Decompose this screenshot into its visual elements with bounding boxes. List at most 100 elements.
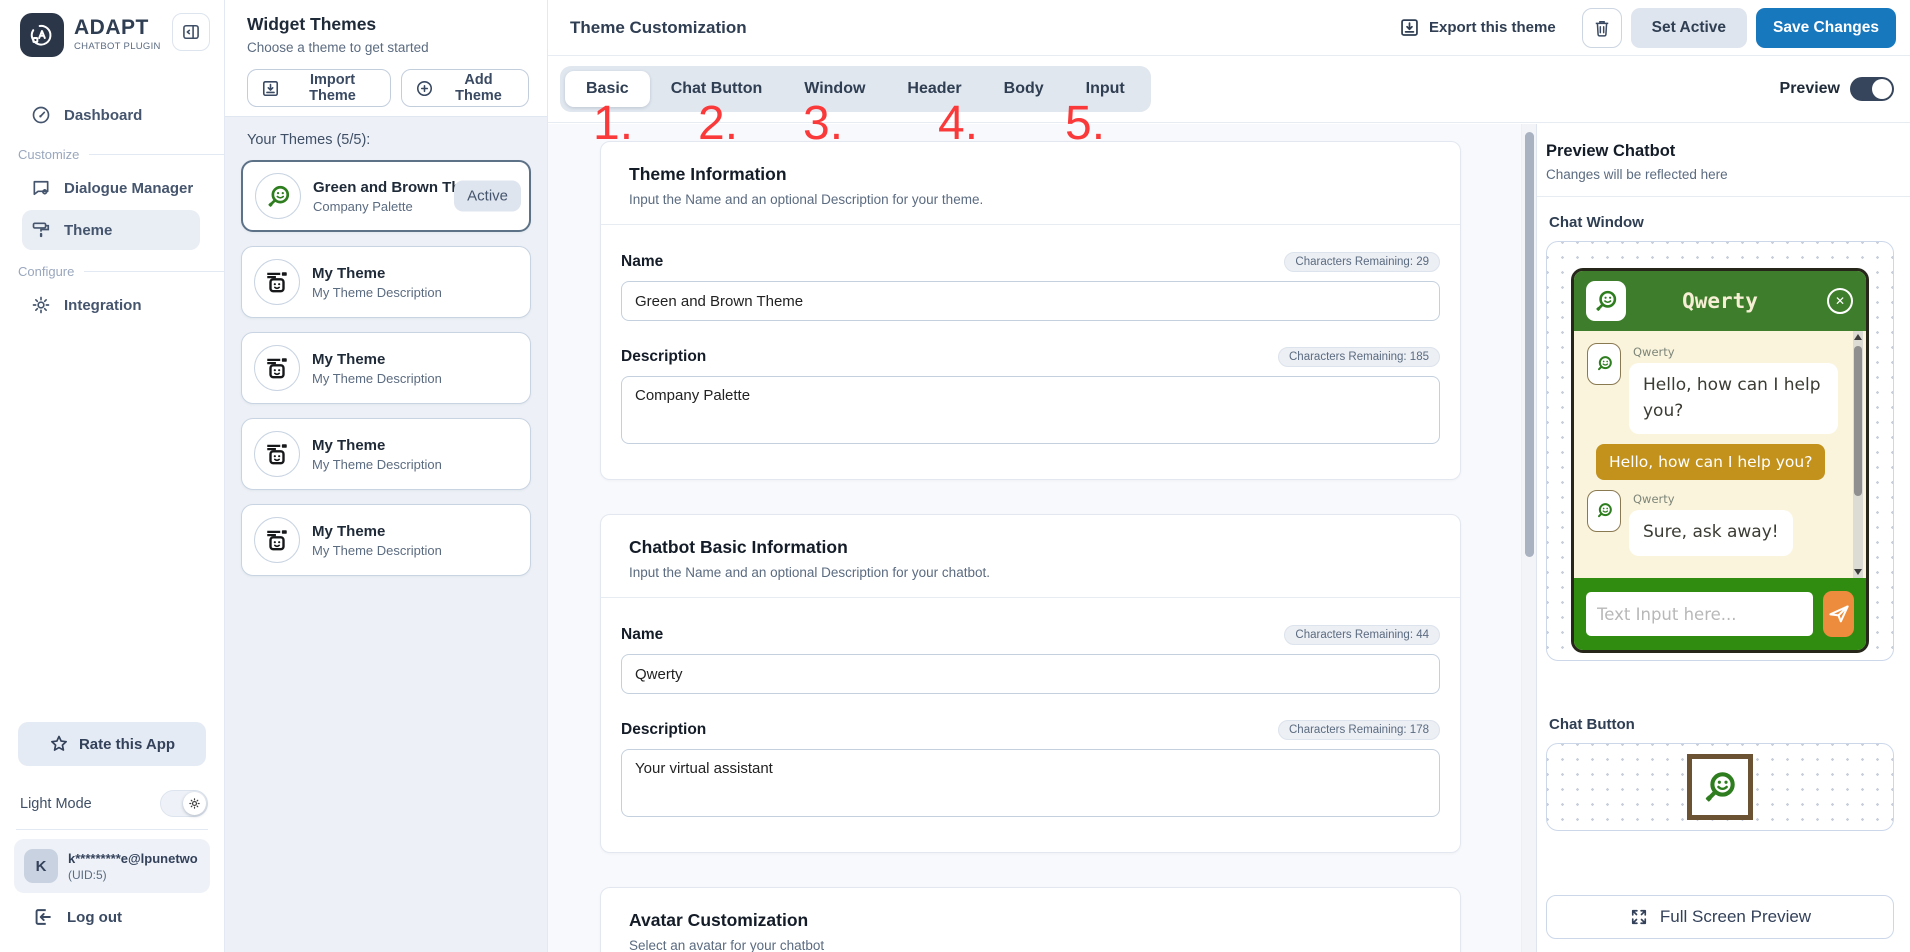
message-block: Qwerty Hello, how can I help you?: [1629, 343, 1838, 434]
theme-name: My Theme: [312, 264, 386, 282]
card-title: Theme Information: [629, 164, 787, 184]
chat-scrollbar[interactable]: [1853, 331, 1863, 578]
theme-name: My Theme: [312, 436, 386, 454]
section-divider: [89, 154, 224, 155]
light-mode-toggle[interactable]: [160, 790, 208, 817]
chatbot-description-field: Description Characters Remaining: 178 Yo…: [621, 720, 1440, 822]
tab-input[interactable]: Input: [1085, 80, 1125, 97]
bot-name: Qwerty: [1633, 492, 1675, 506]
sidebar-divider: [16, 829, 208, 830]
theme-card-text: Green and Brown Theme Company Palette: [313, 179, 491, 214]
theme-description: Company Palette: [313, 198, 413, 214]
bot-name: Qwerty: [1633, 345, 1675, 359]
theme-card[interactable]: My Theme My Theme Description: [241, 504, 531, 576]
add-theme-button[interactable]: Add Theme: [400, 69, 529, 107]
preview-toggle[interactable]: [1850, 77, 1894, 101]
theme-description: My Theme Description: [312, 456, 442, 472]
scroll-up-icon[interactable]: [1854, 334, 1862, 340]
chatbot-name-input[interactable]: [621, 654, 1440, 694]
main-scrollbar[interactable]: [1521, 124, 1536, 952]
theme-description-field: Description Characters Remaining: 185 Co…: [621, 347, 1440, 449]
sidebar-section-customize: Customize: [0, 135, 224, 168]
theme-card[interactable]: My Theme My Theme Description: [241, 332, 531, 404]
preview-toggle-label: Preview: [1779, 80, 1840, 97]
field-row: Name Characters Remaining: 29: [621, 252, 1440, 272]
tab-chat-button[interactable]: Chat Button: [670, 80, 763, 97]
theme-card-text: My Theme My Theme Description: [312, 265, 442, 300]
theme-description-input[interactable]: Company Palette: [621, 376, 1440, 444]
chatbot-information-card: Chatbot Basic Information Input the Name…: [600, 514, 1461, 853]
theme-card[interactable]: My Theme My Theme Description: [241, 246, 531, 318]
bot-message-row: Qwerty Hello, how can I help you?: [1587, 343, 1838, 434]
save-changes-button[interactable]: Save Changes: [1756, 7, 1896, 48]
card-header: Theme Information Input the Name and an …: [601, 142, 1460, 224]
import-theme-button[interactable]: Import Theme: [247, 69, 391, 107]
app-tagline: CHATBOT PLUGIN: [74, 41, 161, 52]
chat-launcher-button[interactable]: [1687, 754, 1753, 820]
import-theme-label: Import Theme: [309, 72, 356, 104]
theme-name: My Theme: [312, 522, 386, 540]
theme-information-card: Theme Information Input the Name and an …: [600, 141, 1461, 480]
avatar-customization-card: Avatar Customization Select an avatar fo…: [600, 887, 1461, 952]
bot-message-row: Qwerty Sure, ask away!: [1587, 490, 1838, 556]
rate-app-button[interactable]: Rate this App: [18, 722, 206, 766]
theme-card[interactable]: My Theme My Theme Description: [241, 418, 531, 490]
message-block: Qwerty Sure, ask away!: [1629, 490, 1793, 556]
collapse-sidebar-button[interactable]: [172, 13, 210, 51]
field-label: Description: [621, 348, 707, 365]
close-icon[interactable]: ✕: [1827, 288, 1853, 314]
delete-theme-button[interactable]: [1581, 7, 1622, 48]
field-label: Name: [621, 626, 664, 643]
theme-name: Green and Brown Theme: [313, 178, 491, 196]
export-theme-button[interactable]: Export this theme: [1399, 17, 1556, 38]
page-title: Theme Customization: [570, 17, 747, 37]
tab-body[interactable]: Body: [1003, 80, 1044, 97]
export-theme-label: Export this theme: [1428, 19, 1556, 36]
theme-description: My Theme Description: [312, 370, 442, 386]
tab-basic[interactable]: Basic: [565, 71, 650, 107]
field-row: Description Characters Remaining: 178: [621, 720, 1440, 740]
theme-name-field: Name Characters Remaining: 29: [621, 252, 1440, 321]
card-subtitle: Select an avatar for your chatbot: [629, 938, 825, 952]
characters-remaining-badge: Characters Remaining: 44: [1284, 625, 1440, 645]
sidebar-item-dashboard[interactable]: Dashboard: [0, 95, 224, 135]
sidebar-item-integration[interactable]: Integration: [0, 285, 224, 325]
characters-remaining-badge: Characters Remaining: 29: [1284, 252, 1440, 272]
chatbot-name-field: Name Characters Remaining: 44: [621, 625, 1440, 694]
characters-remaining-badge: Characters Remaining: 185: [1278, 347, 1440, 367]
widget-themes-panel: Widget Themes Choose a theme to get star…: [225, 0, 548, 952]
sidebar-item-theme[interactable]: Theme: [22, 210, 200, 250]
robot-icon: [254, 517, 300, 563]
sidebar-item-label: Dialogue Manager: [64, 179, 194, 197]
tab-header[interactable]: Header: [907, 80, 962, 97]
field-label: Name: [621, 253, 664, 270]
chatbot-description-input[interactable]: Your virtual assistant: [621, 749, 1440, 817]
theme-name-input[interactable]: [621, 281, 1440, 321]
import-icon: [261, 79, 280, 98]
scroll-down-icon[interactable]: [1854, 569, 1862, 575]
fullscreen-preview-button[interactable]: Full Screen Preview: [1546, 895, 1894, 939]
magnifier-smiley-icon: [255, 173, 301, 219]
send-button[interactable]: [1823, 591, 1854, 637]
set-active-button[interactable]: Set Active: [1630, 7, 1748, 48]
logout-button[interactable]: Log out: [32, 906, 122, 928]
sidebar-item-label: Theme: [64, 221, 113, 239]
preview-title: Preview Chatbot: [1546, 142, 1676, 160]
scrollbar-thumb[interactable]: [1525, 132, 1534, 557]
widget-themes-title: Widget Themes: [247, 14, 377, 34]
trash-icon: [1592, 18, 1612, 38]
section-label: Customize: [18, 147, 80, 162]
chat-scrollbar-thumb[interactable]: [1854, 346, 1862, 496]
logout-icon: [32, 906, 54, 928]
user-uid: (UID:5): [68, 867, 107, 882]
theme-icon: [31, 220, 51, 240]
sidebar-item-dialogue-manager[interactable]: Dialogue Manager: [0, 168, 224, 208]
chat-text-input[interactable]: [1586, 592, 1813, 636]
theme-card-active[interactable]: Green and Brown Theme Company Palette Ac…: [241, 160, 531, 232]
user-card: K k*********e@lpunetwo (UID:5): [14, 839, 210, 893]
card-body: Name Characters Remaining: 29 Descriptio…: [601, 224, 1460, 479]
preview-subtitle: Changes will be reflected here: [1546, 167, 1728, 182]
star-icon: [49, 734, 69, 754]
chat-window-preview-area: Qwerty ✕: [1546, 241, 1894, 661]
tab-window[interactable]: Window: [804, 80, 866, 97]
